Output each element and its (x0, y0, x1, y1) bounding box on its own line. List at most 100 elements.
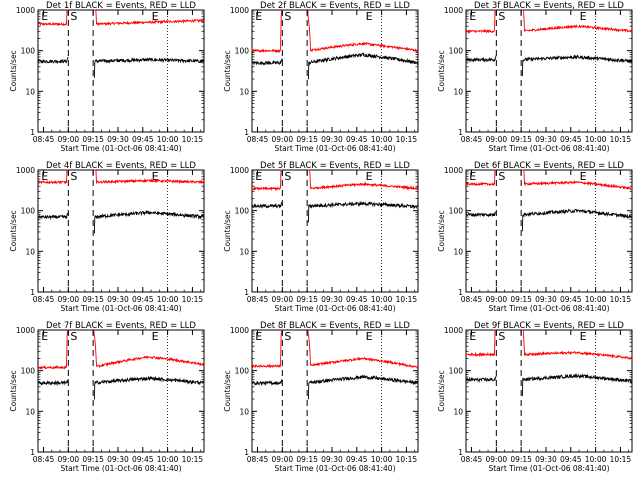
x-axis-label: Start Time (01-Oct-06 08:41:40) (274, 144, 395, 153)
x-tick-label: 09:00 (58, 135, 80, 144)
y-axis-label: Counts/sec (9, 210, 18, 251)
eclipse-end-marker: E (255, 170, 262, 183)
x-tick-label: 08:45 (33, 135, 55, 144)
x-tick-label: 08:45 (33, 455, 55, 464)
y-tick-label: 1000 (16, 326, 35, 335)
plot-frame (465, 329, 633, 453)
lld-series-line (465, 169, 633, 191)
saa-marker: S (70, 170, 77, 183)
eclipse-start-marker: E (580, 330, 587, 343)
x-tick-label: 10:00 (157, 455, 179, 464)
plot-frame (37, 329, 205, 453)
panel-det-1: Det 1f BLACK = Events, RED = LLD 1 10 100 10… (9, 1, 205, 153)
lld-series-line (465, 329, 633, 360)
x-tick-label: 09:15 (296, 135, 318, 144)
x-tick-label: 10:15 (396, 135, 418, 144)
x-tick-label: 09:00 (486, 135, 508, 144)
x-tick-label: 09:00 (272, 135, 294, 144)
x-axis-label: Start Time (01-Oct-06 08:41:40) (60, 304, 181, 313)
y-tick-label: 1 (30, 288, 35, 297)
lld-series-line (37, 329, 205, 370)
eclipse-end-marker: E (41, 330, 48, 343)
panel-det-8: Det 8f BLACK = Events, RED = LLD 1 10 100 10… (223, 321, 419, 473)
x-tick-label: 10:00 (371, 455, 393, 464)
y-axis-label: Counts/sec (223, 50, 232, 91)
panel-det-6: Det 6f BLACK = Events, RED = LLD 1 10 100 10… (437, 161, 633, 313)
panel-title: Det 3f BLACK = Events, RED = LLD (474, 1, 624, 11)
x-tick-label: 09:45 (346, 295, 368, 304)
eclipse-start-marker: E (580, 170, 587, 183)
plot-frame (37, 169, 205, 293)
plot-frame (251, 9, 419, 133)
lld-series-line (37, 9, 205, 27)
y-tick-label: 100 (235, 47, 250, 56)
x-tick-label: 09:30 (107, 455, 129, 464)
panel-title: Det 8f BLACK = Events, RED = LLD (260, 321, 410, 331)
events-series-line (251, 200, 419, 223)
x-tick-label: 09:45 (560, 455, 582, 464)
y-axis-label: Counts/sec (437, 210, 446, 251)
x-tick-label: 09:00 (58, 455, 80, 464)
x-tick-label: 10:15 (396, 455, 418, 464)
x-tick-label: 09:15 (82, 455, 104, 464)
eclipse-end-marker: E (255, 330, 262, 343)
x-tick-label: 10:15 (182, 135, 204, 144)
x-tick-label: 10:15 (182, 455, 204, 464)
x-tick-label: 10:00 (157, 295, 179, 304)
x-tick-label: 09:30 (321, 295, 343, 304)
y-tick-label: 100 (449, 207, 464, 216)
x-tick-label: 09:00 (486, 455, 508, 464)
x-tick-label: 09:45 (132, 135, 154, 144)
x-tick-label: 10:15 (610, 295, 632, 304)
x-axis-label: Start Time (01-Oct-06 08:41:40) (488, 144, 609, 153)
events-series-line (251, 52, 419, 80)
panel-det-7: Det 7f BLACK = Events, RED = LLD 1 10 100 10… (9, 321, 205, 473)
x-tick-label: 09:45 (560, 135, 582, 144)
saa-marker: S (498, 330, 505, 343)
x-tick-label: 09:15 (510, 135, 532, 144)
eclipse-start-marker: E (366, 10, 373, 23)
events-series-line (37, 209, 205, 234)
x-tick-label: 09:00 (272, 455, 294, 464)
x-tick-label: 09:15 (510, 295, 532, 304)
panel-title: Det 2f BLACK = Events, RED = LLD (260, 1, 410, 11)
y-tick-label: 1000 (230, 326, 249, 335)
y-tick-label: 100 (449, 47, 464, 56)
x-tick-label: 09:30 (107, 135, 129, 144)
x-tick-label: 09:45 (132, 295, 154, 304)
x-tick-label: 09:15 (296, 295, 318, 304)
y-tick-label: 1 (458, 288, 463, 297)
y-tick-label: 1 (30, 128, 35, 137)
y-axis-label: Counts/sec (9, 50, 18, 91)
lld-series-line (251, 329, 419, 369)
x-tick-label: 08:45 (461, 135, 483, 144)
saa-marker: S (498, 170, 505, 183)
eclipse-start-marker: E (580, 10, 587, 23)
panel-det-5: Det 5f BLACK = Events, RED = LLD 1 10 100 10… (223, 161, 419, 313)
x-tick-label: 10:00 (585, 295, 607, 304)
x-tick-label: 10:15 (610, 135, 632, 144)
panel-det-2: Det 2f BLACK = Events, RED = LLD 1 10 100 10… (223, 1, 419, 153)
x-axis-label: Start Time (01-Oct-06 08:41:40) (274, 464, 395, 473)
events-series-line (37, 56, 205, 78)
y-tick-label: 100 (21, 367, 36, 376)
y-axis-label: Counts/sec (223, 210, 232, 251)
y-axis-label: Counts/sec (223, 370, 232, 411)
y-tick-label: 10 (25, 407, 35, 416)
y-tick-label: 1 (244, 448, 249, 457)
eclipse-end-marker: E (469, 170, 476, 183)
y-tick-label: 100 (21, 207, 36, 216)
events-series-line (251, 374, 419, 400)
x-tick-label: 09:15 (296, 455, 318, 464)
lld-series-line (37, 169, 205, 185)
eclipse-end-marker: E (469, 10, 476, 23)
y-tick-label: 10 (239, 87, 249, 96)
x-tick-label: 09:15 (82, 295, 104, 304)
x-tick-label: 08:45 (461, 295, 483, 304)
plot-frame (465, 9, 633, 133)
y-tick-label: 1000 (230, 6, 249, 15)
eclipse-start-marker: E (152, 330, 159, 343)
y-tick-label: 1 (458, 128, 463, 137)
x-tick-label: 09:45 (132, 455, 154, 464)
y-axis-label: Counts/sec (437, 50, 446, 91)
